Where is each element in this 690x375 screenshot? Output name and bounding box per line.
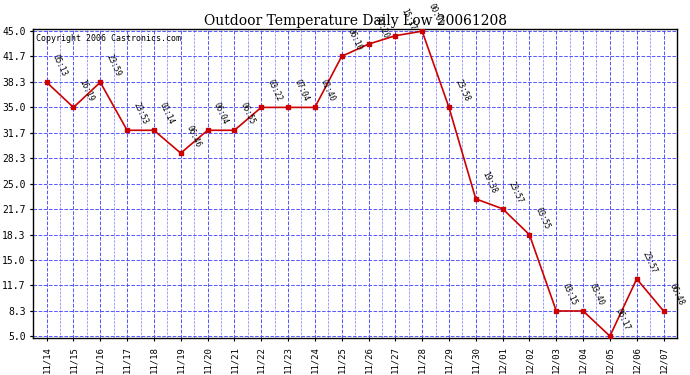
Text: 05:13: 05:13 bbox=[51, 53, 69, 78]
Text: 06:55: 06:55 bbox=[239, 101, 257, 126]
Text: 00:01: 00:01 bbox=[426, 2, 444, 27]
Text: 23:57: 23:57 bbox=[506, 180, 524, 205]
Text: 23:57: 23:57 bbox=[641, 250, 659, 275]
Text: 03:22: 03:22 bbox=[266, 78, 284, 103]
Text: 19:38: 19:38 bbox=[480, 170, 498, 195]
Text: 23:58: 23:58 bbox=[453, 78, 471, 103]
Text: 15:17: 15:17 bbox=[400, 7, 417, 32]
Text: 16:19: 16:19 bbox=[77, 78, 95, 103]
Title: Outdoor Temperature Daily Low 20061208: Outdoor Temperature Daily Low 20061208 bbox=[204, 14, 506, 28]
Text: 03:55: 03:55 bbox=[533, 206, 551, 231]
Text: 06:46: 06:46 bbox=[185, 124, 203, 149]
Text: 06:10: 06:10 bbox=[346, 27, 364, 52]
Text: 03:40: 03:40 bbox=[587, 282, 605, 307]
Text: 00:20: 00:20 bbox=[373, 15, 391, 40]
Text: 01:40: 01:40 bbox=[319, 78, 337, 103]
Text: 06:04: 06:04 bbox=[212, 101, 230, 126]
Text: 01:14: 01:14 bbox=[158, 101, 176, 126]
Text: 03:15: 03:15 bbox=[560, 282, 578, 307]
Text: 07:04: 07:04 bbox=[292, 78, 310, 103]
Text: 06:48: 06:48 bbox=[668, 282, 686, 307]
Text: Copyright 2006 Castronics.com: Copyright 2006 Castronics.com bbox=[37, 33, 181, 42]
Text: 06:17: 06:17 bbox=[614, 307, 632, 332]
Text: 23:59: 23:59 bbox=[104, 53, 122, 78]
Text: 23:53: 23:53 bbox=[131, 101, 149, 126]
